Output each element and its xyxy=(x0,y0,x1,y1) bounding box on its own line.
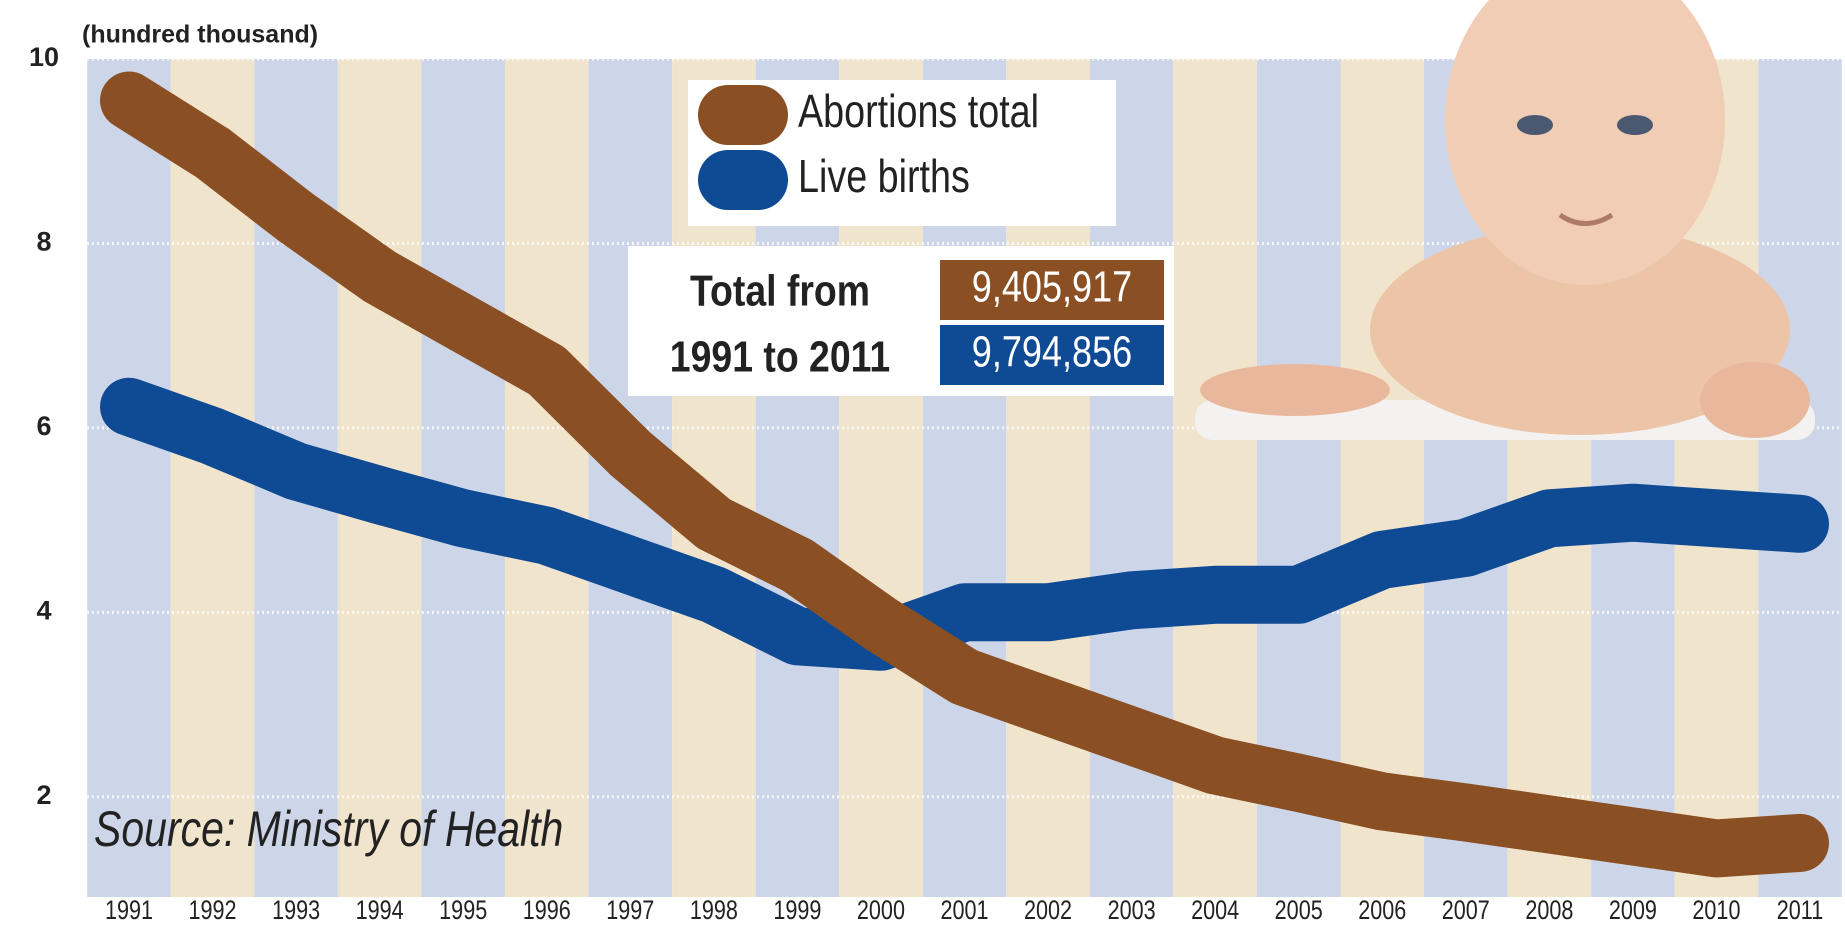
totals-title: 1991 to 2011 xyxy=(670,332,890,382)
photo-head xyxy=(1445,0,1725,285)
x-tick-label: 2007 xyxy=(1442,896,1490,926)
x-tick-label: 2011 xyxy=(1777,896,1823,926)
x-tick-label: 2006 xyxy=(1358,896,1406,926)
x-tick-label: 2001 xyxy=(940,896,988,926)
x-tick-label: 1997 xyxy=(606,896,654,926)
series-line xyxy=(100,377,1829,671)
totals-box: Total from 1991 to 2011 9,405,917 9,794,8… xyxy=(628,246,1174,396)
series-line xyxy=(100,71,1829,878)
total-badge xyxy=(940,325,1164,385)
x-tick-label: 2004 xyxy=(1191,896,1239,926)
x-tick-label: 2010 xyxy=(1692,896,1740,926)
x-tick-label: 1996 xyxy=(523,896,571,926)
stripe xyxy=(87,59,171,897)
photo-arm xyxy=(1700,362,1810,438)
x-tick-label: 2005 xyxy=(1275,896,1323,926)
source-note: Source: Ministry of Health xyxy=(94,801,563,857)
y-tick-label: 10 xyxy=(29,42,59,72)
total-badge xyxy=(940,260,1164,320)
y-tick-label: 2 xyxy=(36,780,51,810)
legend: Abortions total Live births xyxy=(688,80,1116,226)
x-tick-label: 1999 xyxy=(773,896,821,926)
x-tick-label: 2008 xyxy=(1525,896,1573,926)
stripe xyxy=(1758,59,1842,897)
stripe xyxy=(1340,59,1425,897)
photo-eye xyxy=(1617,115,1653,135)
legend-swatch xyxy=(698,150,788,210)
x-tick-label: 2003 xyxy=(1108,896,1156,926)
x-tick-label: 1993 xyxy=(272,896,320,926)
legend-swatch xyxy=(698,85,788,145)
total-value: 9,405,917 xyxy=(972,262,1132,311)
photo-body xyxy=(1370,225,1790,435)
x-tick-label: 1998 xyxy=(690,896,738,926)
x-tick-label: 1995 xyxy=(439,896,487,926)
stripe xyxy=(421,59,505,897)
y-tick-label: 8 xyxy=(36,227,51,257)
x-tick-label: 1992 xyxy=(189,896,237,926)
legend-label: Abortions total xyxy=(798,86,1039,137)
photo-eye xyxy=(1517,115,1553,135)
legend-label: Live births xyxy=(798,151,970,202)
y-tick-label: 4 xyxy=(36,595,51,625)
lines xyxy=(100,71,1829,878)
y-axis-unit: (hundred thousand) xyxy=(82,21,318,49)
x-tick-label: 2000 xyxy=(857,896,905,926)
photo-arm xyxy=(1200,364,1390,416)
stripe xyxy=(504,59,589,897)
x-tick-label: 2009 xyxy=(1609,896,1657,926)
totals-title: Total from xyxy=(690,266,870,316)
x-tick-label: 1994 xyxy=(356,896,404,926)
photo xyxy=(1195,0,1815,440)
x-tick-label: 1991 xyxy=(105,896,153,926)
x-tick-label: 2002 xyxy=(1024,896,1072,926)
y-tick-label: 6 xyxy=(36,411,51,441)
photo-mouth xyxy=(1558,212,1614,226)
total-value: 9,794,856 xyxy=(972,327,1132,376)
